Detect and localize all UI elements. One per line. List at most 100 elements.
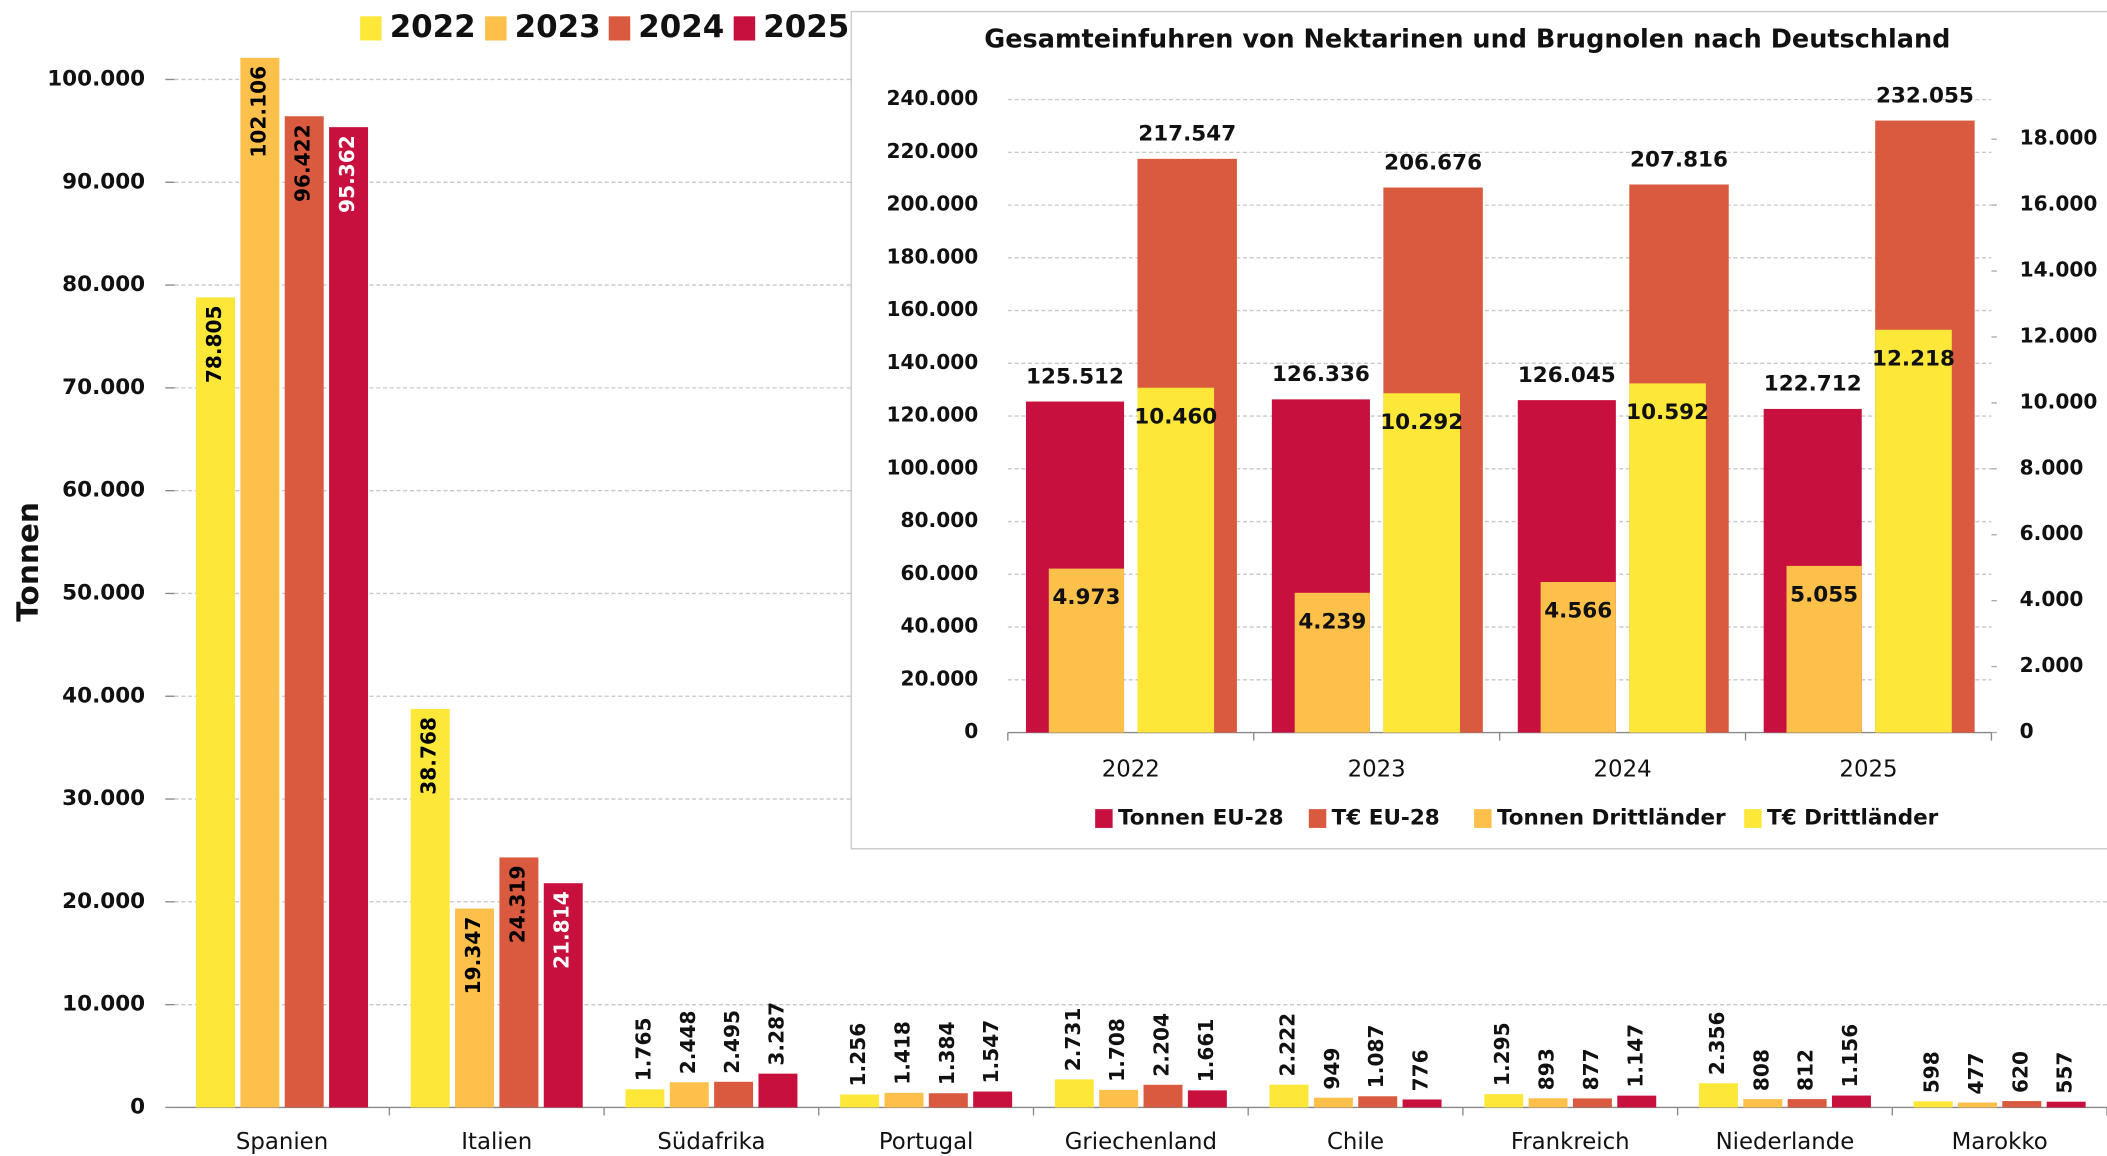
value-label: 4.973 bbox=[1052, 585, 1120, 610]
bar bbox=[1698, 1083, 1738, 1108]
y-tick-label: 10.000 bbox=[62, 992, 145, 1017]
inset-chart: Gesamteinfuhren von Nektarinen und Brugn… bbox=[887, 25, 2098, 831]
legend-label: T€ EU-28 bbox=[1332, 806, 1440, 831]
value-label: 207.816 bbox=[1630, 147, 1728, 172]
y-tick-label: 50.000 bbox=[62, 580, 145, 605]
y2-tick-label: 8.000 bbox=[2020, 455, 2084, 479]
y-tick-label: 80.000 bbox=[62, 272, 145, 297]
legend-swatch bbox=[1308, 809, 1327, 828]
bar bbox=[714, 1081, 754, 1108]
value-label: 1.087 bbox=[1364, 1024, 1388, 1088]
bar bbox=[1099, 1089, 1139, 1108]
value-label: 2.222 bbox=[1276, 1013, 1300, 1077]
bar bbox=[329, 127, 369, 1108]
value-label: 5.055 bbox=[1790, 582, 1858, 607]
bar bbox=[240, 57, 280, 1108]
y2-tick-label: 10.000 bbox=[2020, 389, 2098, 413]
bar bbox=[543, 883, 583, 1108]
bar bbox=[1572, 1098, 1612, 1108]
value-label: 10.460 bbox=[1134, 404, 1217, 429]
y-axis-label: Tonnen bbox=[11, 502, 45, 622]
bar bbox=[1294, 592, 1370, 733]
bar bbox=[973, 1091, 1013, 1108]
x-tick-label: Chile bbox=[1327, 1129, 1384, 1155]
y-tick-label: 0 bbox=[130, 1094, 145, 1119]
legend-swatch bbox=[1474, 809, 1492, 828]
bar bbox=[2002, 1101, 2042, 1108]
bar bbox=[1383, 393, 1460, 733]
y-tick-label: 40.000 bbox=[901, 614, 979, 638]
y-tick-label: 220.000 bbox=[887, 139, 979, 163]
value-label: 10.292 bbox=[1380, 410, 1463, 435]
bar bbox=[1528, 1098, 1568, 1108]
bar bbox=[1831, 1095, 1871, 1108]
value-label: 96.422 bbox=[291, 124, 315, 202]
value-label: 206.676 bbox=[1384, 150, 1482, 175]
y-tick-label: 200.000 bbox=[887, 192, 979, 216]
value-label: 477 bbox=[1964, 1052, 1988, 1094]
value-label: 232.055 bbox=[1876, 83, 1974, 108]
value-label: 2.448 bbox=[676, 1010, 700, 1074]
x-tick-label: 2025 bbox=[1839, 757, 1897, 783]
bar bbox=[625, 1089, 665, 1108]
legend-label: 2025 bbox=[763, 9, 849, 45]
y2-tick-label: 4.000 bbox=[2020, 587, 2084, 611]
x-tick-label: 2024 bbox=[1594, 757, 1652, 783]
bar bbox=[1957, 1102, 1997, 1108]
value-label: 126.336 bbox=[1272, 362, 1370, 387]
x-tick-label: Niederlande bbox=[1716, 1129, 1855, 1155]
bar bbox=[1048, 568, 1125, 733]
value-label: 4.239 bbox=[1298, 609, 1366, 634]
value-label: 949 bbox=[1320, 1048, 1344, 1090]
bar bbox=[499, 857, 539, 1108]
y-tick-label: 90.000 bbox=[62, 169, 145, 194]
value-label: 19.347 bbox=[461, 917, 485, 995]
legend-swatch bbox=[733, 16, 756, 41]
legend-label: 2023 bbox=[515, 9, 601, 45]
value-label: 1.765 bbox=[631, 1018, 655, 1082]
bar bbox=[196, 297, 236, 1108]
bar bbox=[884, 1092, 924, 1108]
x-tick-label: 2023 bbox=[1348, 757, 1406, 783]
y2-tick-label: 0 bbox=[2020, 719, 2034, 743]
bar bbox=[1402, 1099, 1442, 1108]
bar bbox=[1143, 1084, 1183, 1108]
y-tick-label: 20.000 bbox=[62, 889, 145, 914]
value-label: 557 bbox=[2053, 1052, 2077, 1094]
bar bbox=[1313, 1097, 1353, 1108]
legend-label: T€ Drittländer bbox=[1767, 806, 1939, 831]
value-label: 812 bbox=[1794, 1049, 1818, 1091]
value-label: 1.708 bbox=[1105, 1018, 1129, 1082]
y2-tick-label: 18.000 bbox=[2020, 126, 2098, 150]
bar bbox=[1358, 1096, 1398, 1108]
x-tick-label: Südafrika bbox=[657, 1129, 765, 1155]
value-label: 217.547 bbox=[1138, 122, 1236, 147]
y-tick-label: 40.000 bbox=[62, 683, 145, 708]
y-tick-label: 60.000 bbox=[62, 478, 145, 503]
x-tick-label: Italien bbox=[461, 1129, 532, 1155]
x-tick-label: Spanien bbox=[236, 1129, 328, 1155]
legend-label: Tonnen EU-28 bbox=[1118, 806, 1284, 831]
y2-tick-label: 2.000 bbox=[2020, 653, 2084, 677]
value-label: 122.712 bbox=[1764, 372, 1862, 397]
value-label: 1.418 bbox=[890, 1021, 914, 1085]
bar bbox=[928, 1093, 968, 1108]
x-tick-label: Portugal bbox=[879, 1129, 974, 1155]
value-label: 1.256 bbox=[846, 1023, 870, 1087]
value-label: 24.319 bbox=[505, 866, 529, 944]
value-label: 2.204 bbox=[1150, 1013, 1174, 1077]
bar bbox=[1913, 1101, 1953, 1108]
x-tick-label: Griechenland bbox=[1065, 1129, 1217, 1155]
main-chart: 0 10.000 20.000 30.000 40.000 50.000 60.000 70.… bbox=[47, 9, 2107, 1155]
bar bbox=[1875, 329, 1952, 733]
value-label: 877 bbox=[1579, 1048, 1603, 1090]
value-label: 1.295 bbox=[1490, 1022, 1514, 1086]
x-tick-label: Frankreich bbox=[1511, 1129, 1630, 1155]
value-label: 3.287 bbox=[764, 1002, 788, 1066]
value-label: 893 bbox=[1535, 1048, 1559, 1090]
y-tick-label: 70.000 bbox=[62, 375, 145, 400]
bar bbox=[669, 1082, 709, 1108]
y2-tick-label: 12.000 bbox=[2020, 323, 2098, 347]
y-tick-label: 100.000 bbox=[47, 66, 145, 91]
value-label: 126.045 bbox=[1518, 363, 1616, 388]
